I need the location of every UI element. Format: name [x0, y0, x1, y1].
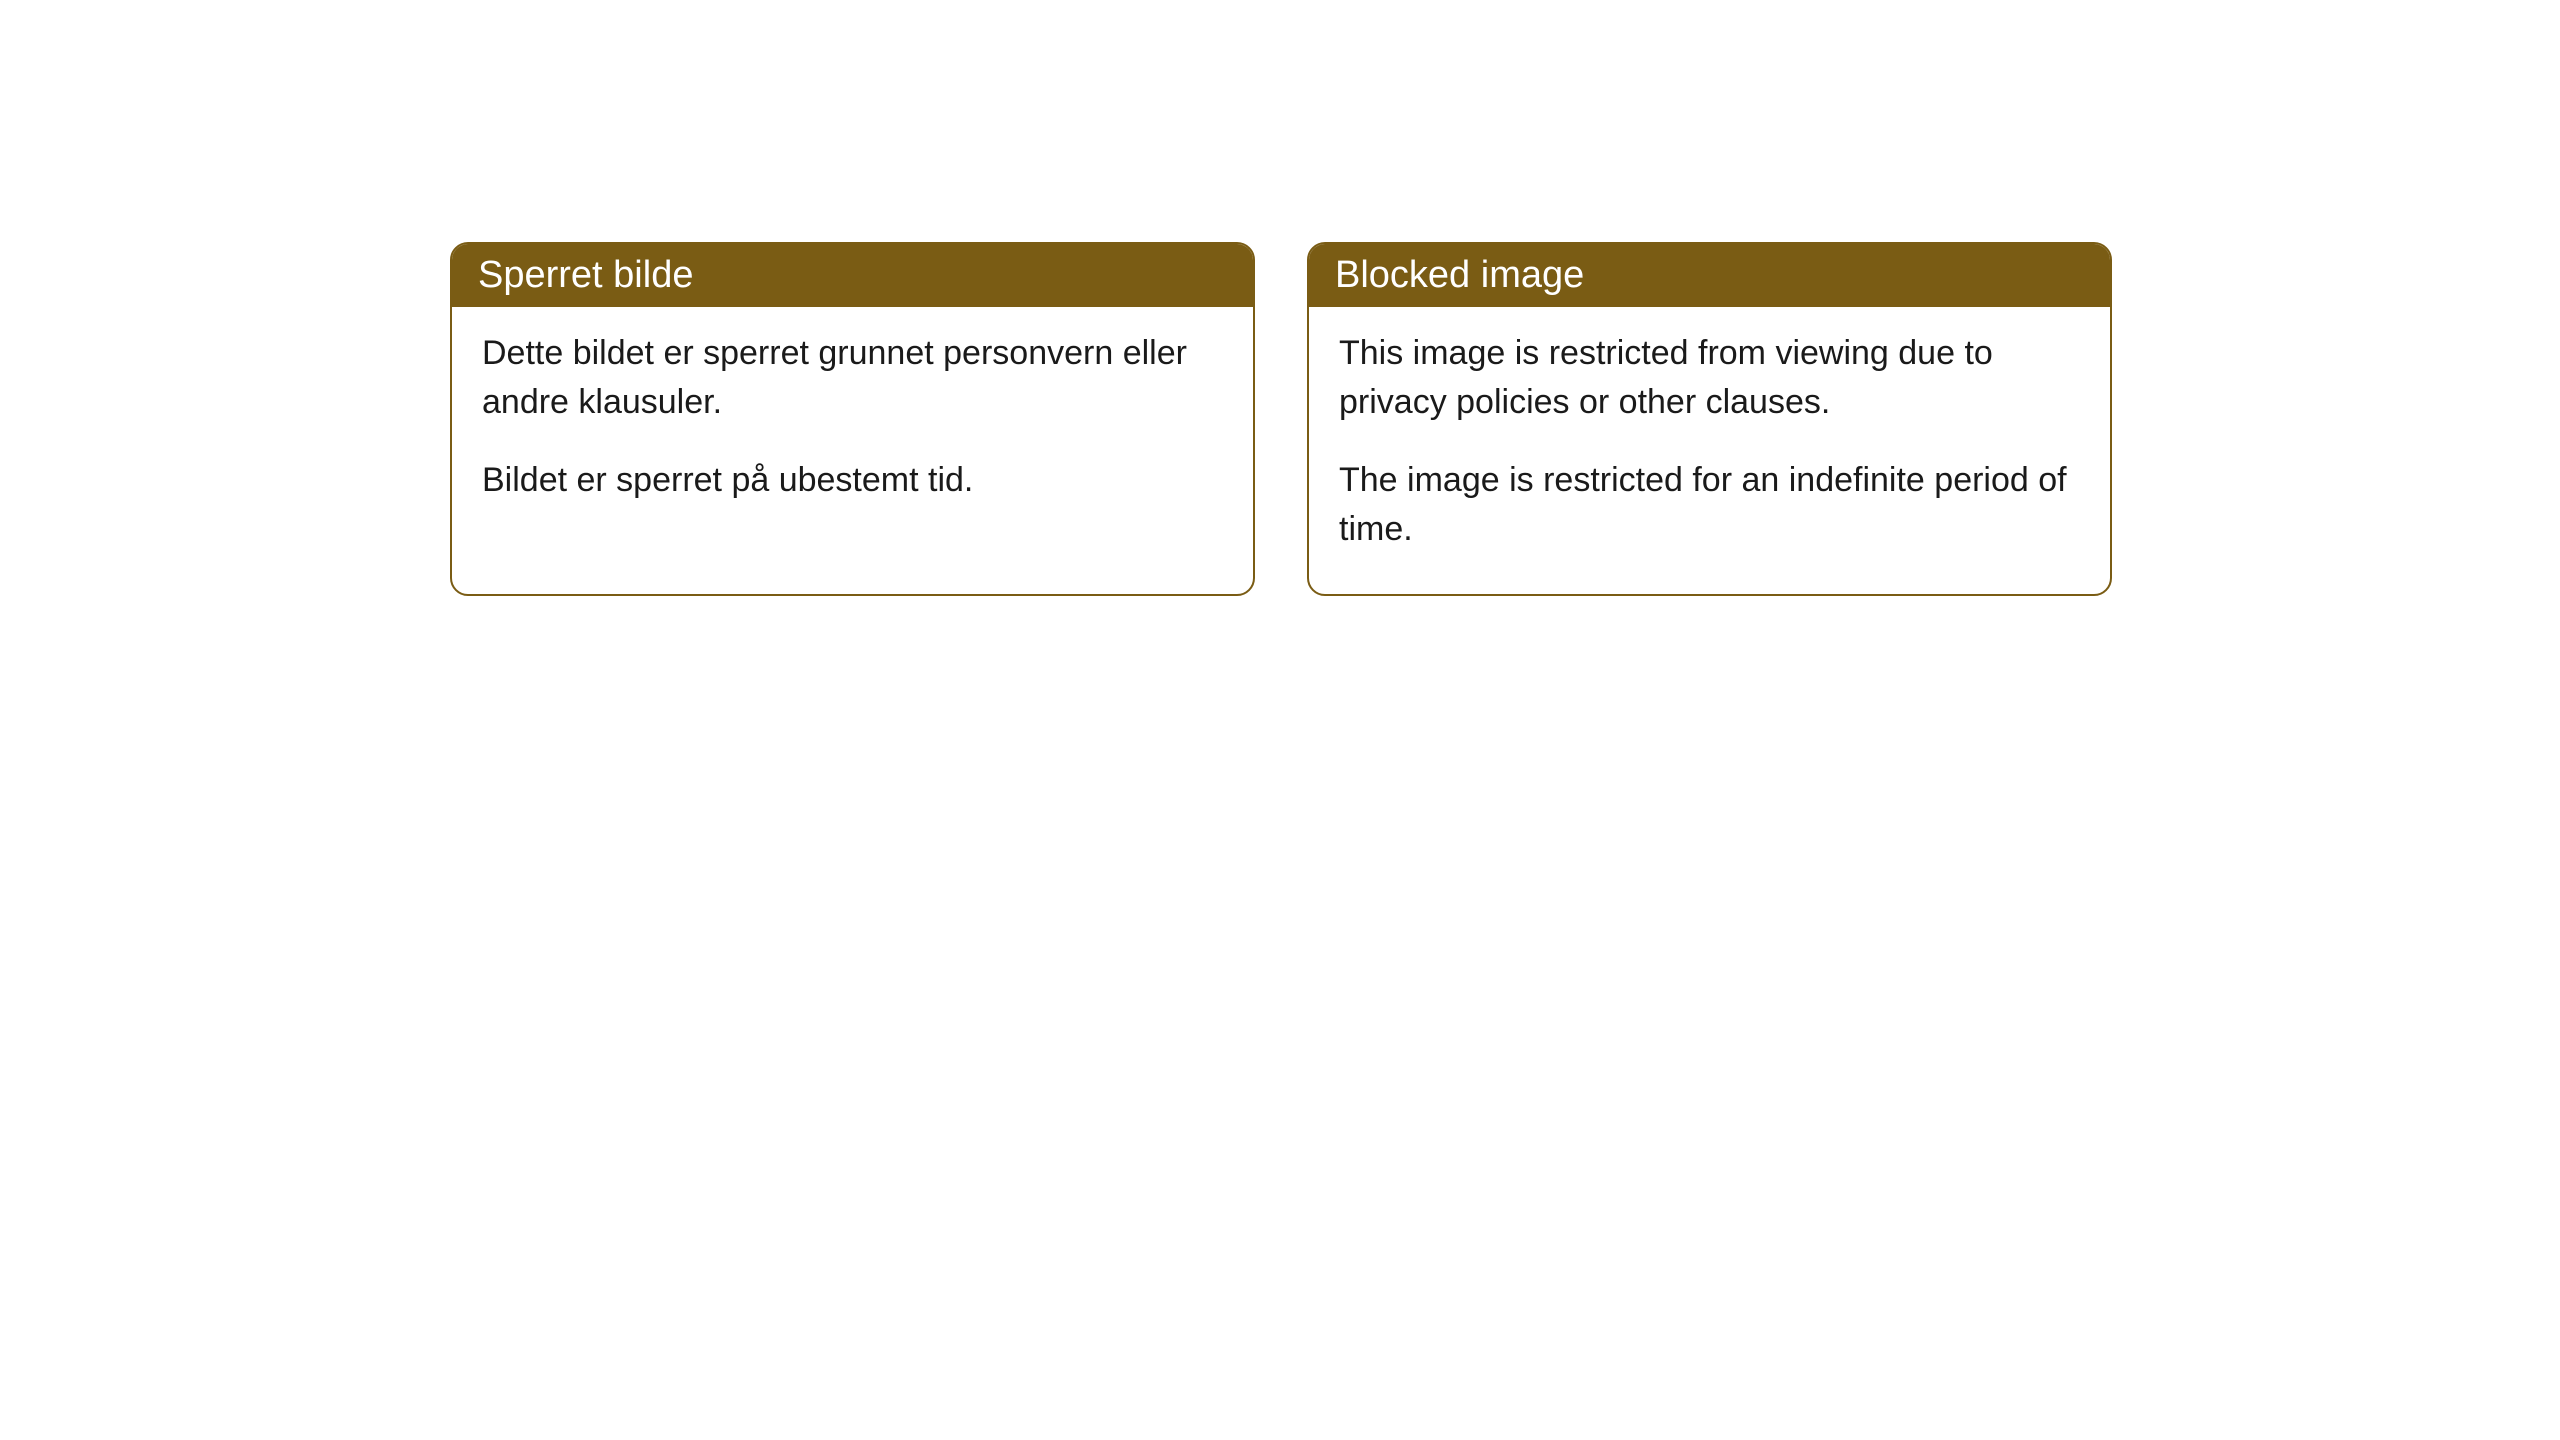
card-paragraph: Bildet er sperret på ubestemt tid.: [482, 456, 1223, 505]
card-paragraph: Dette bildet er sperret grunnet personve…: [482, 329, 1223, 428]
card-title: Sperret bilde: [478, 254, 693, 296]
card-paragraph: This image is restricted from viewing du…: [1339, 329, 2080, 428]
notice-container: Sperret bilde Dette bildet er sperret gr…: [0, 0, 2560, 596]
blocked-image-card-english: Blocked image This image is restricted f…: [1307, 242, 2112, 596]
card-header-norwegian: Sperret bilde: [452, 244, 1253, 307]
blocked-image-card-norwegian: Sperret bilde Dette bildet er sperret gr…: [450, 242, 1255, 596]
card-paragraph: The image is restricted for an indefinit…: [1339, 456, 2080, 555]
card-title: Blocked image: [1335, 254, 1584, 296]
card-body-norwegian: Dette bildet er sperret grunnet personve…: [452, 307, 1253, 545]
card-header-english: Blocked image: [1309, 244, 2110, 307]
card-body-english: This image is restricted from viewing du…: [1309, 307, 2110, 594]
